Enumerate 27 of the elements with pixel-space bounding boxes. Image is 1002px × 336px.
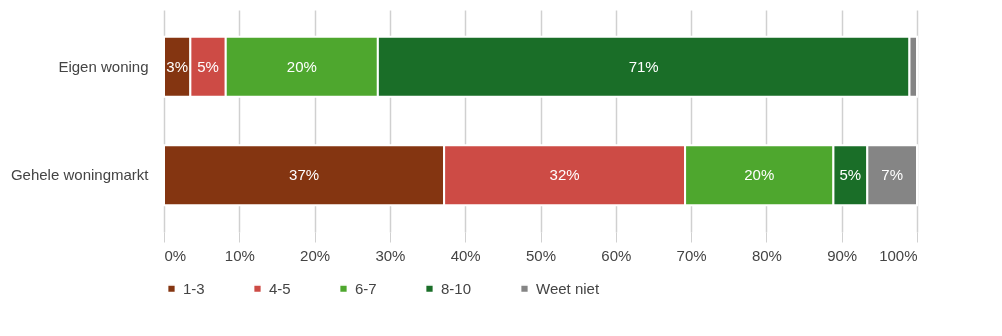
data-label: 5% [839, 166, 862, 184]
x-tick-label: 90% [827, 246, 858, 264]
data-label: 20% [744, 166, 775, 184]
y-tick-label: Eigen woning [58, 57, 149, 75]
data-label: 32% [549, 166, 580, 184]
legend-label: 1-3 [183, 279, 205, 297]
data-label: 3% [166, 57, 189, 75]
legend-label: 6-7 [355, 279, 377, 297]
x-tick-label: 50% [525, 246, 557, 264]
x-tick-label: 30% [375, 246, 406, 264]
data-label: 71% [628, 57, 659, 75]
legend-label: 8-10 [441, 279, 472, 297]
x-tick-label: 70% [676, 246, 707, 264]
legend-label: 4-5 [269, 279, 291, 297]
data-label: 7% [881, 166, 903, 184]
legend-label: Weet niet [536, 279, 600, 297]
x-tick-label: 100% [879, 246, 918, 264]
x-tick-label: 20% [300, 246, 331, 264]
y-tick-label: Gehele woningmarkt [10, 166, 150, 184]
data-label: 20% [286, 57, 317, 75]
data-label: 37% [289, 166, 320, 184]
data-label: 5% [197, 57, 219, 75]
x-tick-label: 0% [164, 246, 187, 264]
x-tick-label: 80% [751, 246, 782, 264]
x-tick-label: 60% [601, 246, 632, 264]
x-tick-label: 10% [224, 246, 255, 264]
x-tick-label: 40% [450, 246, 481, 264]
